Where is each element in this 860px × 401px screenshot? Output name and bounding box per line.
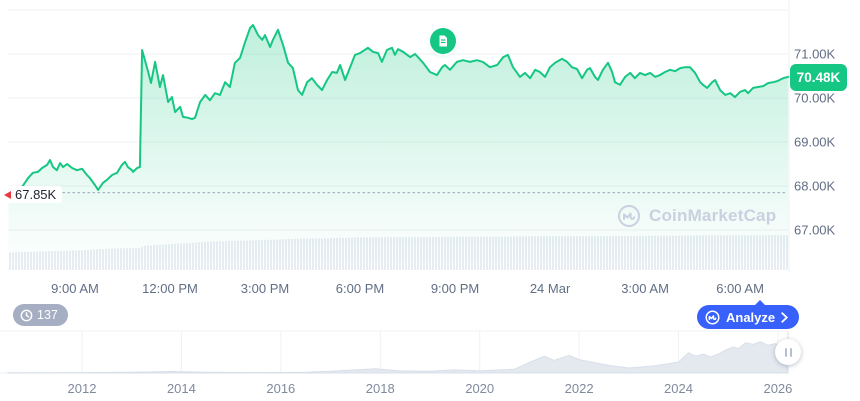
y-tick-label: 68.00K — [794, 178, 836, 194]
x-tick-label: 12:00 PM — [142, 281, 198, 296]
y-tick-label: 70.00K — [794, 90, 836, 106]
x-tick-label: 9:00 AM — [51, 281, 99, 296]
y-tick-label: 67.00K — [794, 222, 836, 238]
x-tick-label: 3:00 AM — [621, 281, 669, 296]
x-tick-label: 9:00 PM — [430, 281, 480, 296]
y-tick-label: 71.00K — [794, 46, 836, 62]
brush-area[interactable] — [7, 341, 789, 374]
year-tick-label: 2012 — [67, 381, 97, 396]
analyze-label: Analyze — [726, 309, 776, 325]
current-price-badge: 70.48K — [790, 64, 847, 91]
open-price-value: 67.85K — [15, 187, 57, 202]
x-tick-label: 24 Mar — [529, 281, 571, 296]
history-count: 137 — [37, 308, 58, 322]
year-tick-label: 2020 — [465, 381, 495, 396]
price-area-fill — [8, 25, 789, 270]
document-icon — [439, 35, 447, 47]
handle-grip-bar — [789, 347, 792, 357]
analyze-logo-icon — [705, 310, 720, 324]
year-tick-label: 2024 — [664, 381, 693, 396]
x-tick-label: 6:00 PM — [335, 281, 385, 296]
x-tick-label: 6:00 AM — [716, 281, 764, 296]
year-tick-label: 2018 — [365, 381, 395, 396]
history-count-badge[interactable]: 137 — [13, 304, 68, 326]
price-line — [7, 24, 790, 194]
chevron-right-icon — [781, 311, 788, 323]
year-tick-label: 2026 — [763, 381, 793, 396]
brush-drag-handle[interactable] — [775, 339, 801, 365]
handle-grip-bar — [784, 347, 787, 357]
news-event-marker[interactable] — [430, 28, 456, 54]
watermark: CoinMarketCap — [617, 204, 776, 228]
analyze-button[interactable]: Analyze — [697, 300, 800, 329]
clock-history-icon — [20, 309, 33, 321]
open-price-arrow-icon — [4, 190, 11, 199]
year-tick-label: 2022 — [564, 381, 594, 396]
year-tick-label: 2016 — [266, 381, 296, 396]
y-tick-label: 69.00K — [794, 134, 836, 150]
open-price-label: 67.85K — [2, 186, 63, 203]
coinmarketcap-logo-icon — [618, 205, 640, 227]
x-tick-label: 3:00 PM — [240, 281, 290, 296]
year-tick-label: 2014 — [166, 381, 196, 396]
watermark-text: CoinMarketCap — [649, 206, 777, 225]
